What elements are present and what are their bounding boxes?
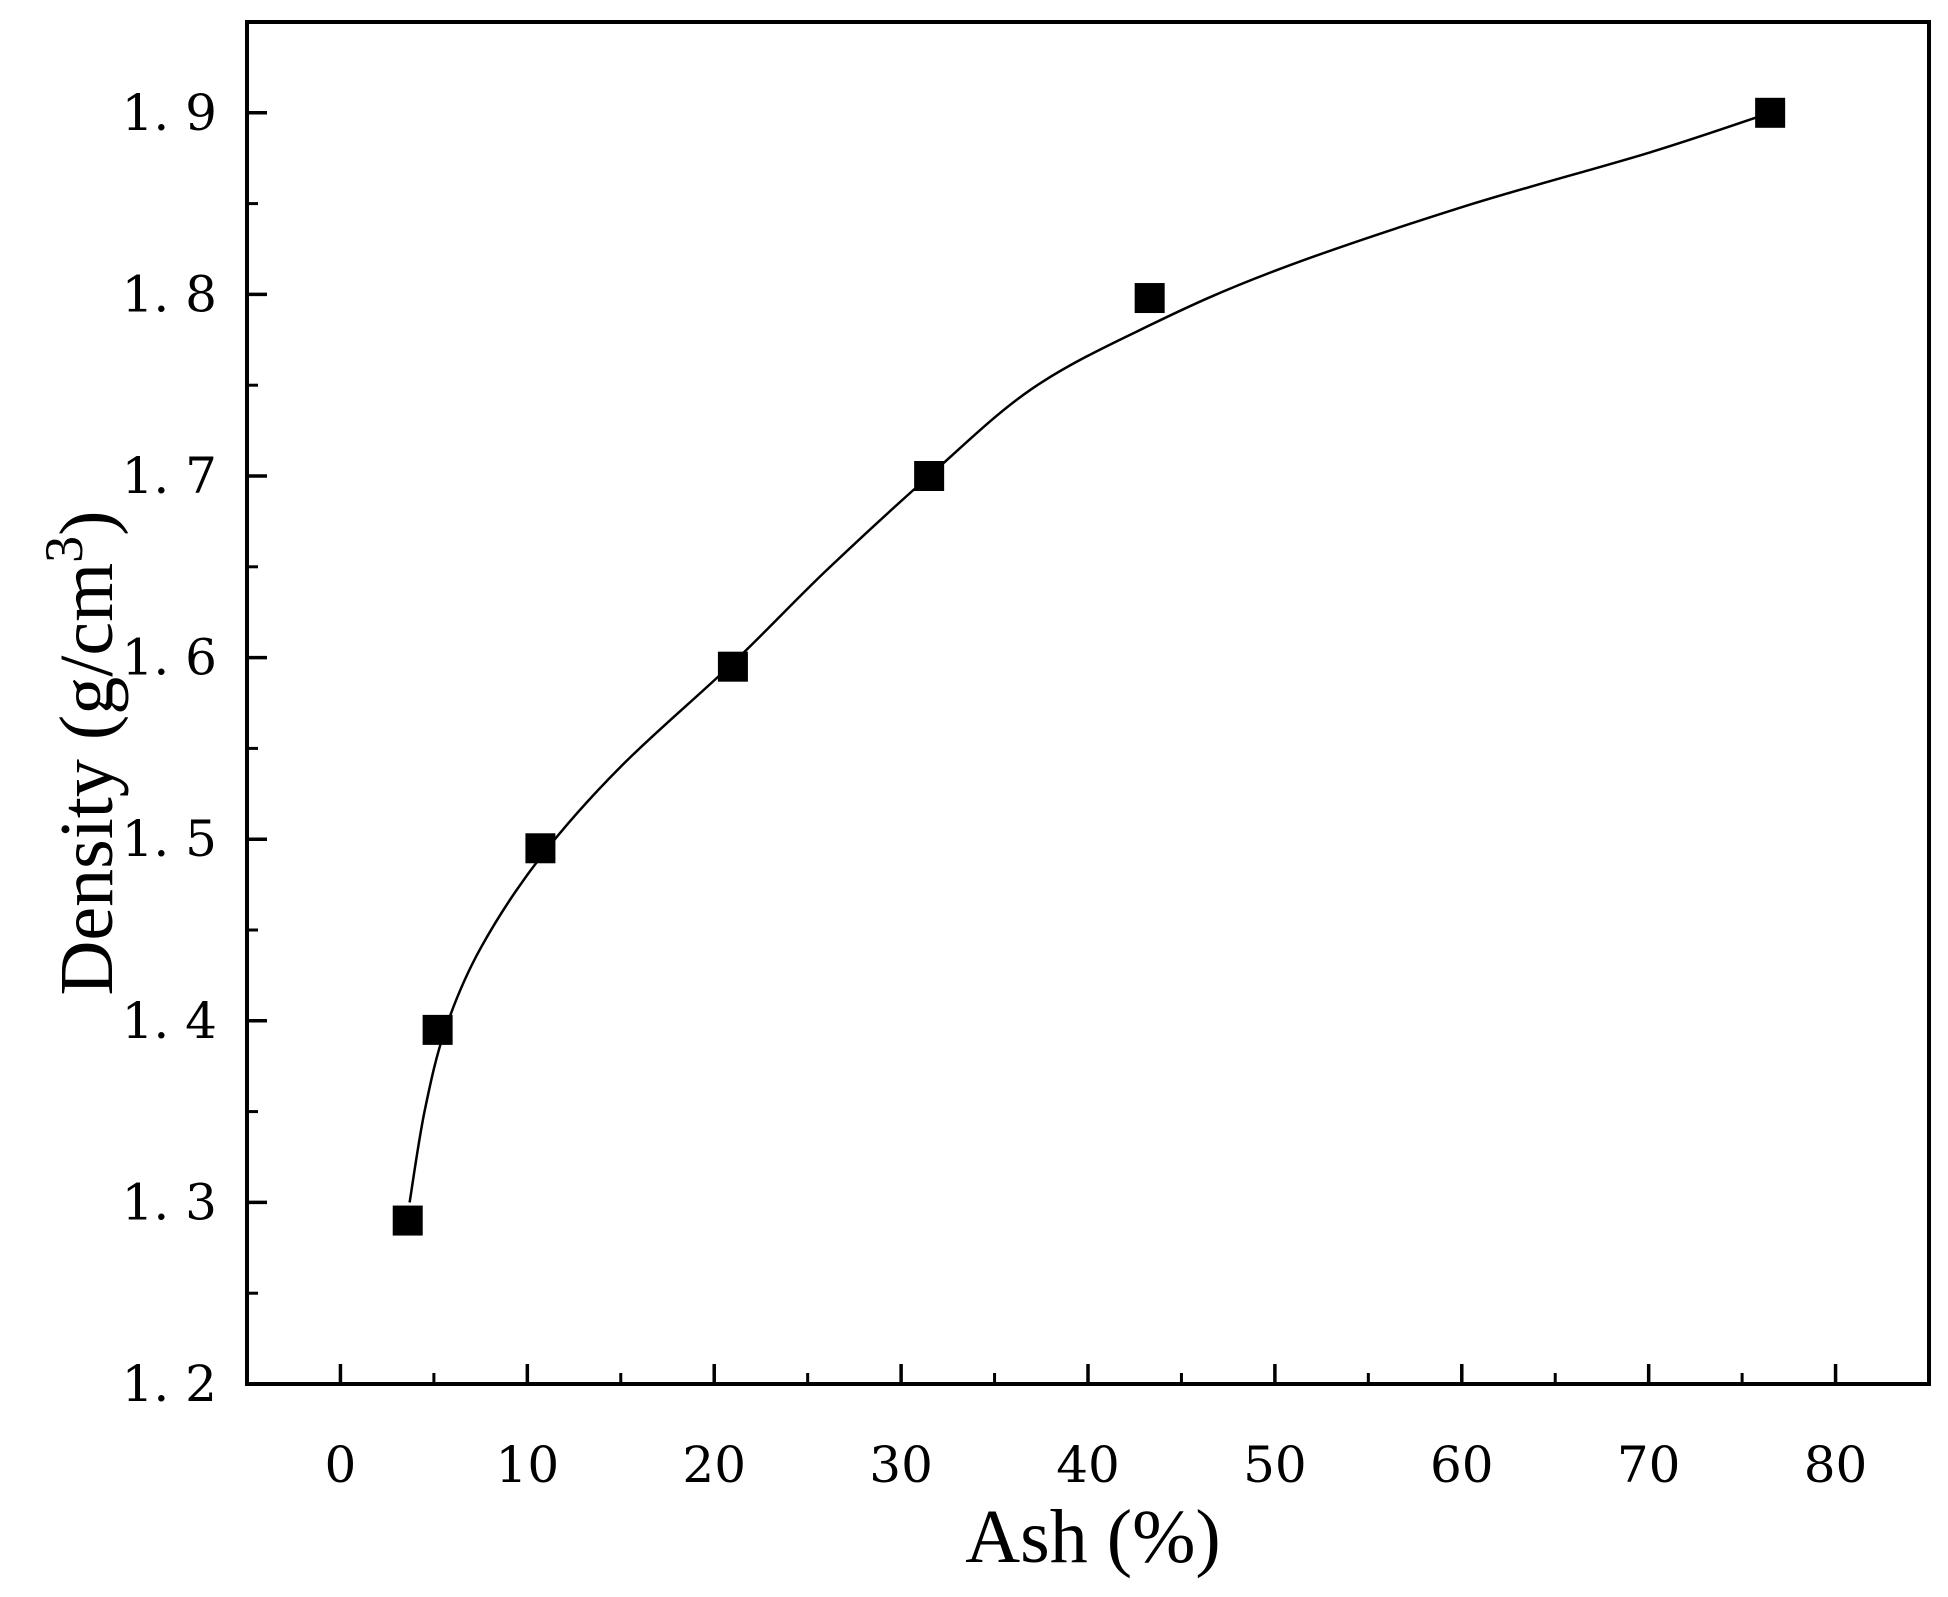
x-tick-label: 50: [1243, 1436, 1307, 1494]
y-tick-label: 1. 5: [122, 810, 217, 868]
x-tick-label: 80: [1804, 1436, 1868, 1494]
y-tick-label: 1. 9: [122, 84, 217, 142]
y-axis-title: Density (g/cm3): [34, 510, 129, 995]
data-markers: [392, 97, 1786, 1236]
y-axis-title-superscript: 3: [34, 536, 94, 563]
x-tick-labels: 0 10 20 30 40 50 60 70 80: [325, 1436, 1868, 1494]
data-point-square: [717, 651, 748, 682]
x-tick-label: 0: [325, 1436, 357, 1494]
y-tick-label: 1. 7: [122, 447, 217, 505]
data-point-square: [914, 461, 945, 491]
y-tick-label: 1. 3: [122, 1173, 217, 1231]
y-tick-label: 1. 6: [122, 629, 217, 687]
fit-curve-line: [408, 111, 1771, 1203]
x-tick-label: 30: [869, 1436, 933, 1494]
y-tick-labels: 1. 2 1. 3 1. 4 1. 5 1. 6 1. 7 1. 8 1. 9: [122, 84, 217, 1413]
x-tick-label: 20: [682, 1436, 746, 1494]
plot-frame: [245, 20, 1931, 1386]
y-axis-title-close: ): [45, 510, 129, 535]
x-tick-label: 60: [1430, 1436, 1494, 1494]
x-tick-label: 10: [496, 1436, 560, 1494]
x-tick-label: 70: [1617, 1436, 1681, 1494]
y-tick-label: 1. 2: [122, 1355, 217, 1413]
y-tick-label: 1. 4: [122, 992, 217, 1050]
x-axis-title: Ash (%): [965, 1495, 1220, 1579]
data-point-square: [392, 1205, 423, 1236]
data-point-square: [525, 833, 556, 864]
y-axis-ticks: [247, 111, 267, 1386]
data-point-square: [1755, 97, 1786, 128]
data-point-square: [422, 1014, 453, 1045]
x-tick-label: 40: [1056, 1436, 1120, 1494]
data-point-square: [1134, 283, 1165, 314]
x-axis-ticks: [338, 1364, 1838, 1384]
y-axis-title-main: Density (g/cm: [45, 563, 129, 996]
y-tick-label: 1. 8: [122, 265, 217, 323]
